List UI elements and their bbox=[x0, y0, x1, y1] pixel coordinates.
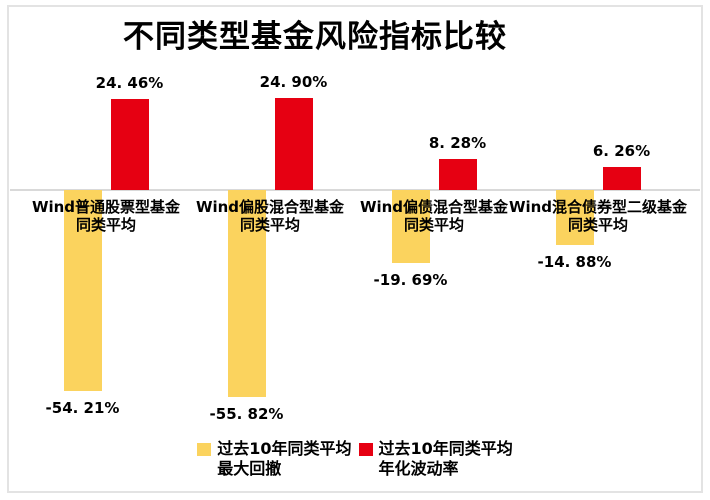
legend-drawdown-line2: 最大回撤 bbox=[217, 459, 282, 478]
category-label-line1: Wind混合债券型二级基金 bbox=[508, 198, 688, 216]
drawdown-value-label: -54. 21% bbox=[45, 399, 120, 417]
category-label: Wind混合债券型二级基金 同类平均 bbox=[493, 198, 703, 234]
bar-drawdown bbox=[391, 190, 430, 263]
bar-drawdown bbox=[227, 190, 266, 397]
volatility-swatch-icon bbox=[358, 443, 373, 456]
chart-frame bbox=[7, 5, 703, 493]
category-label-line2: 同类平均 bbox=[567, 216, 628, 234]
volatility-value-label: 6. 26% bbox=[592, 142, 651, 160]
legend-item-drawdown: 过去10年同类平均 最大回撤 bbox=[197, 439, 352, 479]
chart-title: 不同类型基金风险指标比较 bbox=[123, 19, 507, 55]
bar-volatility bbox=[274, 98, 313, 190]
drawdown-value-label: -19. 69% bbox=[373, 271, 448, 289]
legend-volatility-line2: 年化波动率 bbox=[378, 459, 459, 478]
legend-item-volatility: 过去10年同类平均 年化波动率 bbox=[358, 439, 513, 479]
legend-volatility-line1: 过去10年同类平均 bbox=[378, 439, 513, 458]
category-label-line1: Wind偏债混合型基金 bbox=[359, 198, 509, 216]
volatility-value-label: 24. 90% bbox=[259, 73, 328, 91]
volatility-value-label: 8. 28% bbox=[428, 134, 487, 152]
legend-drawdown-line1: 过去10年同类平均 bbox=[217, 439, 352, 458]
category-label-line2: 同类平均 bbox=[75, 216, 136, 234]
category-label-line2: 同类平均 bbox=[239, 216, 300, 234]
drawdown-value-label: -14. 88% bbox=[537, 253, 612, 271]
category-label-line1: Wind普通股票型基金 bbox=[31, 198, 181, 216]
category-label: Wind偏债混合型基金 同类平均 bbox=[329, 198, 539, 234]
category-label: Wind普通股票型基金 同类平均 bbox=[1, 198, 211, 234]
legend-label-volatility: 过去10年同类平均 年化波动率 bbox=[379, 439, 513, 479]
category-label-line1: Wind偏股混合型基金 bbox=[195, 198, 345, 216]
bar-drawdown bbox=[555, 190, 594, 245]
zero-axis-line bbox=[10, 189, 700, 191]
category-label: Wind偏股混合型基金 同类平均 bbox=[165, 198, 375, 234]
drawdown-swatch-icon bbox=[197, 443, 212, 456]
legend-label-drawdown: 过去10年同类平均 最大回撤 bbox=[217, 439, 351, 479]
category-label-line2: 同类平均 bbox=[403, 216, 464, 234]
bar-drawdown bbox=[63, 190, 102, 391]
bar-volatility bbox=[110, 99, 149, 190]
bar-volatility bbox=[602, 167, 641, 190]
drawdown-value-label: -55. 82% bbox=[209, 405, 284, 423]
volatility-value-label: 24. 46% bbox=[95, 74, 164, 92]
bar-volatility bbox=[438, 159, 477, 190]
legend: 过去10年同类平均 最大回撤 过去10年同类平均 年化波动率 bbox=[0, 439, 710, 479]
